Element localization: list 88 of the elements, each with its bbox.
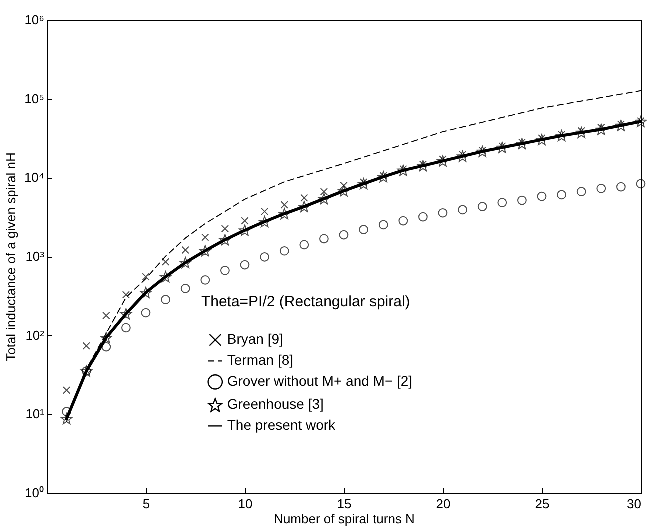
point (458, 205, 468, 215)
y-tick-label: 10⁵ (24, 91, 44, 106)
point (120, 308, 132, 320)
point (280, 246, 290, 256)
point (438, 208, 448, 218)
point (82, 342, 90, 350)
point (180, 284, 190, 294)
point (161, 295, 170, 305)
x-tick-label: 20 (436, 496, 451, 512)
point (398, 216, 408, 226)
y-tick-label: 10⁶ (24, 12, 44, 28)
point (162, 258, 170, 266)
point (595, 124, 608, 136)
point (60, 413, 73, 425)
y-axis-title: Total inductance of a given spiral nH (3, 152, 18, 362)
point (102, 312, 110, 320)
point (278, 208, 291, 220)
legend-label: Greenhouse [3] (227, 396, 324, 412)
point (418, 212, 428, 222)
point (320, 234, 329, 244)
point (102, 342, 112, 352)
point (122, 323, 131, 333)
y-tick-label: 10¹ (26, 406, 46, 422)
point (636, 179, 646, 189)
point (280, 201, 288, 209)
point (537, 192, 547, 202)
point (300, 240, 310, 250)
point (397, 164, 410, 176)
point (338, 185, 350, 197)
annotation: Theta=PI/2 (Rectangular spiral) (201, 293, 410, 310)
point (260, 208, 269, 216)
point (122, 291, 130, 299)
y-tick-label: 10² (26, 328, 46, 343)
point (300, 194, 308, 202)
x-tick-label: 15 (337, 496, 352, 512)
point (199, 245, 212, 257)
x-tick-label: 10 (238, 496, 253, 512)
point (180, 257, 192, 268)
point (536, 134, 548, 146)
point (260, 252, 270, 262)
point (241, 217, 249, 225)
legend-label: Grover without M+ and M− [2] (227, 373, 413, 390)
point (518, 196, 527, 206)
legend-label: Terman [8] (227, 352, 294, 368)
point (221, 225, 230, 233)
x-tick-label: 5 (142, 496, 150, 512)
point (596, 184, 606, 194)
x-tick-label: 30 (627, 496, 642, 512)
point (456, 150, 469, 162)
point (340, 182, 348, 190)
point (437, 155, 449, 167)
point (100, 332, 112, 344)
point (141, 308, 151, 318)
point (202, 234, 210, 242)
point (358, 178, 370, 190)
y-tick-label: 10⁰ (25, 486, 44, 500)
point (219, 234, 232, 246)
point (359, 225, 368, 234)
y-tick-label: 10³ (26, 249, 46, 264)
point (140, 287, 152, 298)
point (318, 193, 330, 205)
point (200, 276, 210, 285)
point (239, 224, 251, 236)
point (339, 230, 349, 240)
point (142, 273, 150, 281)
point (576, 187, 586, 197)
point (496, 142, 508, 154)
point (258, 216, 271, 228)
point (320, 188, 328, 196)
x-tick-label: 25 (535, 496, 550, 512)
legend-label: The present work (227, 417, 337, 434)
x-axis-title: Number of spiral turns N (274, 512, 415, 526)
point (616, 182, 626, 192)
point (298, 201, 310, 212)
point (417, 160, 430, 172)
point (220, 266, 230, 276)
point (498, 198, 508, 208)
point (478, 202, 488, 212)
point (557, 190, 566, 200)
point (378, 171, 390, 183)
point (160, 271, 172, 283)
point (240, 260, 250, 270)
y-tick-label: 10⁴ (24, 170, 44, 186)
point (62, 407, 72, 417)
point (62, 386, 71, 394)
legend-label: Bryan [9] (227, 331, 284, 348)
point (378, 220, 388, 230)
point (182, 246, 190, 254)
